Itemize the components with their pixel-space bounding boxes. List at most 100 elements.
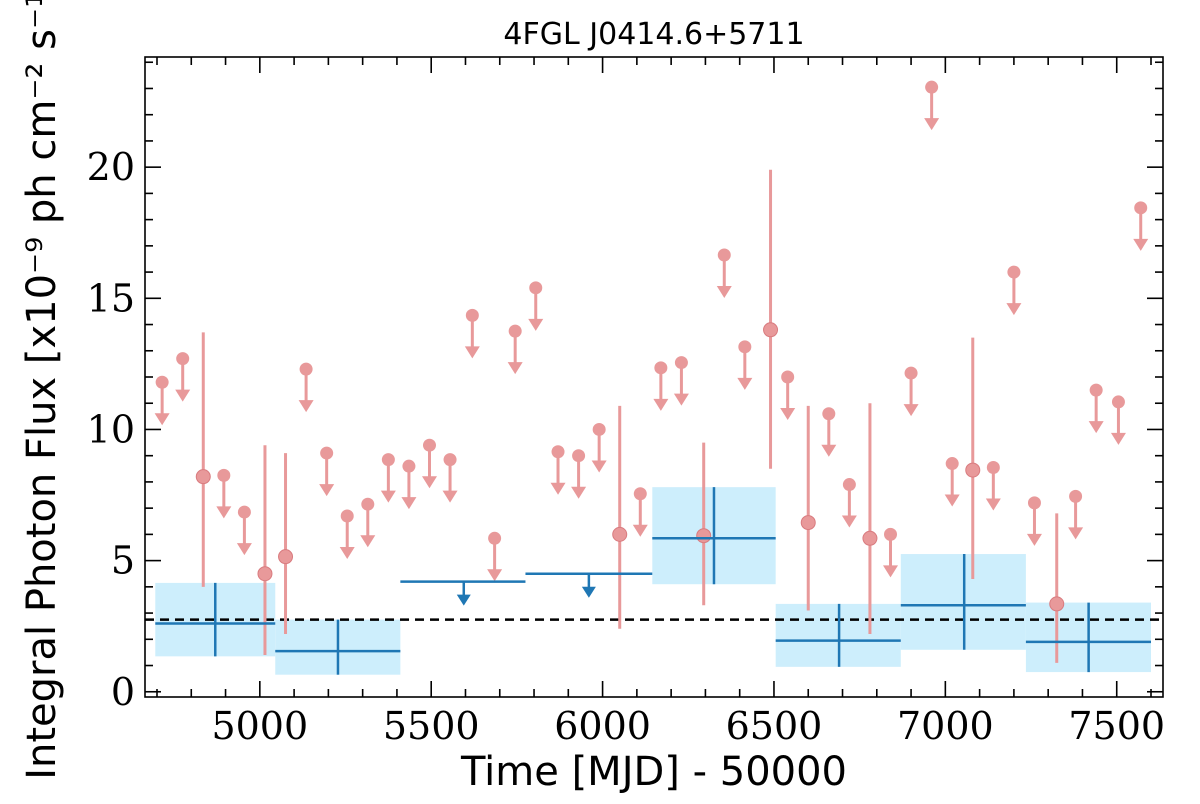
short-bin-upper-limit-point	[176, 352, 190, 366]
y-tick-label: 0	[111, 670, 135, 714]
x-tick-label: 5500	[383, 704, 480, 748]
short-bin-upper-limit-arrowhead	[1133, 238, 1149, 251]
short-bin-upper-limit-arrowhead	[924, 118, 940, 131]
x-tick-label: 7000	[897, 704, 994, 748]
short-bin-upper-limit-point	[1069, 489, 1083, 503]
axis-ticks	[145, 57, 1163, 697]
short-bin-upper-limit-point	[674, 356, 688, 370]
short-bin-upper-limit-arrowhead	[883, 565, 899, 578]
short-bin-upper-limit-arrowhead	[298, 400, 314, 413]
short-bin-upper-limit-arrowhead	[507, 362, 523, 375]
short-bin-upper-limit-point	[443, 453, 457, 467]
short-bin-upper-limit-point	[155, 375, 169, 389]
short-bin-upper-limit-arrowhead	[1026, 533, 1042, 546]
y-tick-label: 20	[87, 145, 135, 189]
short-bin-upper-limit-point	[508, 324, 522, 338]
short-bin-upper-limit-arrowhead	[154, 413, 170, 426]
short-bin-upper-limit-arrowhead	[737, 377, 753, 390]
short-bin-flux-point	[257, 566, 273, 582]
short-bin-upper-limit-point	[904, 366, 918, 380]
short-bin-upper-limit-point	[572, 449, 586, 463]
short-bin-upper-limit-point	[217, 468, 231, 482]
short-bin-upper-limit-arrowhead	[716, 286, 732, 299]
short-bin-upper-limit-arrowhead	[944, 494, 960, 507]
short-bin-upper-limit-point	[738, 340, 752, 354]
short-bin-upper-limit-arrowhead	[841, 515, 857, 528]
short-bin-upper-limit-point	[529, 281, 543, 295]
short-bin-upper-limit-point	[299, 362, 313, 376]
short-bin-upper-limit-point	[551, 445, 565, 459]
short-bin-upper-limit-arrowhead	[319, 484, 335, 497]
short-bin-upper-limit-point	[592, 422, 606, 436]
short-bin-upper-limit-point	[654, 361, 668, 375]
short-bin-upper-limit-arrowhead	[780, 408, 796, 420]
x-tick-label: 6000	[554, 704, 651, 748]
short-bin-upper-limit-point	[986, 460, 1000, 474]
short-bin-upper-limit-arrowhead	[1006, 303, 1022, 316]
short-bin-upper-limit-arrowhead	[487, 569, 503, 582]
short-bin-upper-limit-point	[465, 308, 479, 322]
short-bin-upper-limit-arrowhead	[632, 524, 648, 537]
x-tick-label: 6500	[726, 704, 823, 748]
short-bin-upper-limit-arrowhead	[1088, 421, 1104, 434]
chart-title: 4FGL J0414.6+5711	[503, 17, 804, 52]
short-bin-flux-point	[800, 515, 816, 531]
short-bin-upper-limit-arrowhead	[442, 490, 458, 503]
short-bin-upper-limit-point	[237, 505, 251, 519]
y-tick-label: 10	[87, 407, 135, 451]
short-bin-upper-limit-arrowhead	[1110, 432, 1126, 445]
y-axis-label: Integral Photon Flux [x10⁻⁹ ph cm⁻² s⁻¹]	[19, 0, 65, 780]
short-bin-upper-limit-arrowhead	[903, 404, 919, 417]
short-bin-upper-limit-point	[381, 453, 395, 467]
short-bin-upper-limit-point	[633, 487, 647, 501]
short-bin-flux-point	[195, 469, 211, 485]
short-bin-upper-limit-arrowhead	[464, 346, 480, 359]
short-bin-upper-limit-point	[1111, 395, 1125, 409]
y-tick-label: 15	[87, 276, 135, 320]
x-tick-label: 5000	[211, 704, 308, 748]
short-bin-upper-limit-arrowhead	[421, 476, 437, 489]
short-bin-upper-limit-arrowhead	[339, 547, 355, 560]
short-bin-upper-limit-arrowhead	[985, 498, 1001, 511]
short-bin-flux-point	[862, 530, 878, 546]
short-bin-upper-limit-point	[925, 80, 939, 94]
short-bin-upper-limit-arrowhead	[380, 490, 396, 503]
short-bin-flux-point	[965, 462, 981, 478]
short-bin-upper-limit-point	[1134, 201, 1148, 215]
short-bin-upper-limit-arrowhead	[175, 389, 191, 402]
short-bin-upper-limit-arrowhead	[821, 444, 837, 457]
short-bin-upper-limit-arrowhead	[528, 318, 544, 331]
short-bin-upper-limit-arrowhead	[653, 398, 669, 411]
short-bin-upper-limit-point	[488, 531, 502, 545]
short-bin-upper-limit-point	[340, 509, 354, 523]
short-bin-upper-limit-point	[422, 438, 436, 452]
short-bin-upper-limit-arrowhead	[673, 393, 689, 406]
short-bin-upper-limit-point	[1027, 496, 1041, 510]
short-bin-flux-point	[612, 526, 628, 542]
short-bin-upper-limit-arrowhead	[236, 543, 252, 556]
x-tick-label: 7500	[1068, 704, 1165, 748]
long-bin-upper-limit-arrowhead	[456, 594, 471, 606]
short-bin-upper-limit-point	[945, 457, 959, 471]
short-bin-upper-limit-point	[320, 446, 334, 460]
short-bin-upper-limit-point	[717, 248, 731, 262]
short-bin-upper-limit-point	[884, 527, 898, 541]
short-bin-upper-limit-arrowhead	[1068, 527, 1084, 540]
short-bin-upper-limit-point	[361, 497, 375, 511]
short-bin-upper-limit-point	[842, 478, 856, 492]
short-bin-upper-limit-arrowhead	[591, 460, 607, 473]
short-bin-upper-limit-point	[1089, 383, 1103, 397]
short-bin-flux-point	[278, 549, 294, 565]
short-bin-upper-limit-point	[402, 459, 416, 473]
short-bin-flux-point	[1049, 596, 1065, 612]
long-bin-upper-limit-arrowhead	[581, 586, 596, 598]
plot-area	[145, 80, 1163, 675]
short-bin-flux-point	[763, 322, 779, 338]
short-bin-upper-limit-arrowhead	[550, 482, 566, 495]
short-bin-upper-limit-point	[781, 370, 795, 384]
short-bin-upper-limit-arrowhead	[571, 486, 587, 499]
short-bin-flux-point	[696, 528, 712, 544]
short-bin-upper-limit-point	[822, 407, 836, 421]
